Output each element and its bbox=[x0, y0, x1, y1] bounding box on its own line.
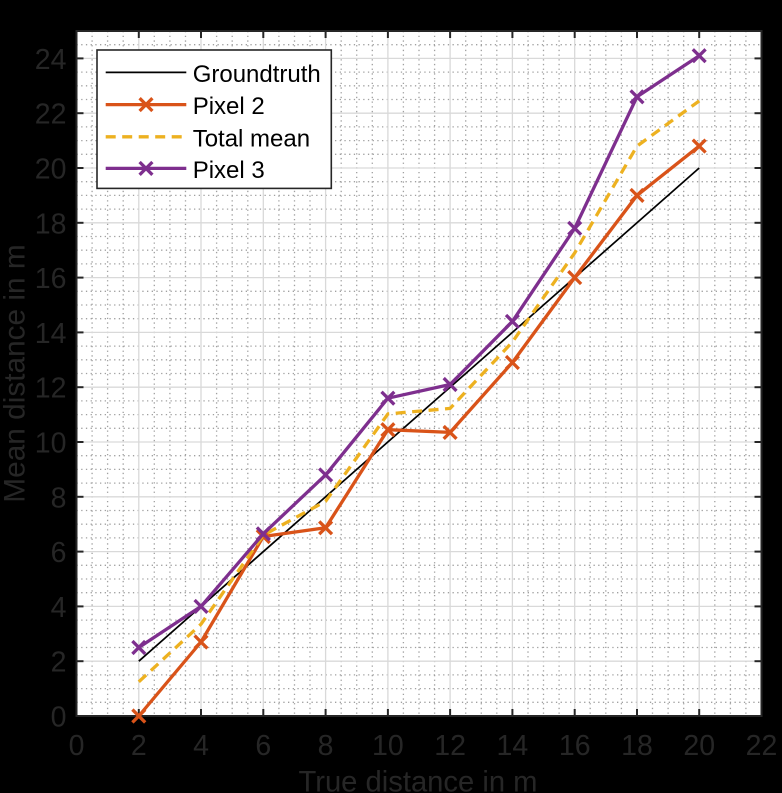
svg-text:4: 4 bbox=[193, 730, 209, 762]
svg-text:22: 22 bbox=[35, 99, 67, 131]
svg-text:6: 6 bbox=[255, 730, 271, 762]
svg-text:12: 12 bbox=[35, 373, 67, 405]
svg-text:Total mean: Total mean bbox=[193, 125, 310, 152]
svg-text:2: 2 bbox=[51, 647, 67, 679]
svg-text:22: 22 bbox=[746, 730, 778, 762]
svg-text:16: 16 bbox=[35, 263, 67, 295]
svg-text:14: 14 bbox=[35, 318, 67, 350]
svg-text:10: 10 bbox=[372, 730, 404, 762]
svg-text:8: 8 bbox=[51, 482, 67, 514]
svg-text:10: 10 bbox=[35, 428, 67, 460]
svg-text:Groundtruth: Groundtruth bbox=[193, 61, 321, 88]
svg-text:Pixel 2: Pixel 2 bbox=[193, 93, 265, 120]
svg-text:0: 0 bbox=[69, 730, 85, 762]
svg-text:20: 20 bbox=[35, 154, 67, 186]
svg-text:20: 20 bbox=[683, 730, 715, 762]
svg-text:18: 18 bbox=[35, 208, 67, 240]
svg-text:4: 4 bbox=[51, 592, 67, 624]
svg-text:Pixel 3: Pixel 3 bbox=[193, 157, 265, 184]
svg-text:12: 12 bbox=[434, 730, 466, 762]
svg-text:18: 18 bbox=[621, 730, 653, 762]
svg-text:2: 2 bbox=[131, 730, 147, 762]
svg-text:16: 16 bbox=[559, 730, 591, 762]
svg-text:8: 8 bbox=[318, 730, 334, 762]
svg-text:True distance in m: True distance in m bbox=[298, 767, 537, 793]
svg-text:6: 6 bbox=[51, 537, 67, 569]
svg-text:24: 24 bbox=[35, 44, 67, 76]
svg-text:14: 14 bbox=[497, 730, 529, 762]
svg-text:Mean distance in m: Mean distance in m bbox=[0, 244, 32, 502]
svg-text:0: 0 bbox=[51, 702, 67, 734]
